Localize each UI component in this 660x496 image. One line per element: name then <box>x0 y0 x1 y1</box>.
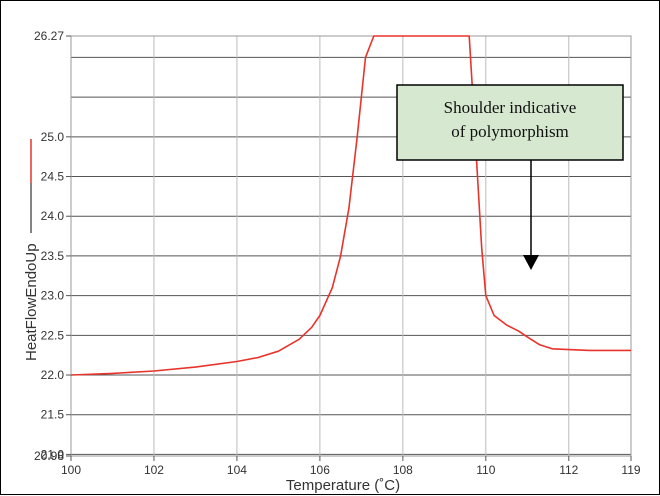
x-tick-label: 102 <box>144 463 164 477</box>
y-tick-label: 22.5 <box>41 328 65 342</box>
x-tick-label: 100 <box>61 463 81 477</box>
series-line <box>70 35 631 376</box>
y-tick-label: 22.0 <box>41 368 65 382</box>
y-axis-title-group: HeatFlowEndoUp <box>23 139 40 361</box>
y-tick-label: 21.5 <box>41 408 65 422</box>
x-axis-title: Temperature (˚C) <box>286 477 400 494</box>
y-tick-label: 24.0 <box>41 209 65 223</box>
x-tick-label: 106 <box>310 463 330 477</box>
plot-border <box>70 35 632 457</box>
y-tick-label: 23.5 <box>41 249 65 263</box>
x-tick-label: 112 <box>559 463 578 477</box>
annotation-arrow-head <box>523 255 539 270</box>
y-tick-label: 24.5 <box>41 170 65 184</box>
y-tick-label: 26.27 <box>34 29 64 43</box>
series-layer <box>70 35 631 376</box>
y-tick-label: 21.0 <box>41 447 65 461</box>
x-tick-label: 104 <box>227 463 247 477</box>
y-tick-label: 25.0 <box>41 130 65 144</box>
annotation-line-1: Shoulder indicative <box>444 98 577 117</box>
x-tick-label: 108 <box>393 463 413 477</box>
x-tick-label: 110 <box>476 463 495 477</box>
annotation-callout: Shoulder indicative of polymorphism <box>396 84 624 270</box>
y-tick-label: 20.98 <box>34 449 64 463</box>
y-axis-title: HeatFlowEndoUp <box>23 243 40 361</box>
x-tick-label: 119 <box>621 463 640 477</box>
annotation-line-2: of polymorphism <box>451 122 569 141</box>
annotation-box <box>396 84 624 161</box>
y-tick-label: 23.0 <box>41 289 65 303</box>
x-axis-ticks: 100 102 104 106 108 110 112 119 <box>61 456 641 477</box>
